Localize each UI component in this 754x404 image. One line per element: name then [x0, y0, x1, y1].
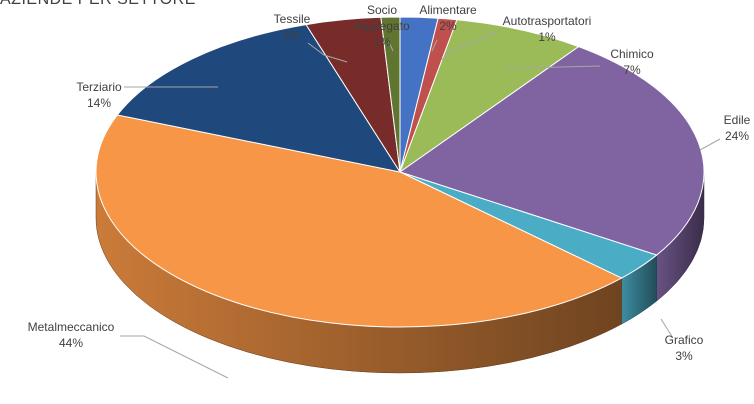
slice-label-socio-aggregato: Socio Aggregato 1% [354, 3, 410, 49]
pie-slice-edile [398, 46, 705, 256]
pie-slice-metalmeccanico [95, 114, 623, 328]
chart-title: AZIENDE PER SETTORE [0, 0, 196, 9]
pie-slice-chimico [398, 19, 580, 174]
leader-line-grafico [660, 318, 674, 339]
leader-line-autotrasportatori [441, 31, 498, 61]
leader-line-alimentare [431, 39, 438, 52]
pie-labels: Alimentare 2% Autotrasportatori 1% Chimico 7%… [28, 3, 751, 363]
pie-slice-socio-aggregato [380, 16, 401, 173]
slice-label-edile: Edile 24% [724, 113, 751, 143]
leader-line-tessile [307, 42, 348, 63]
slice-label-chimico: Chimico 7% [610, 47, 654, 77]
slice-label-tessile: Tessile 4% [274, 12, 311, 42]
pie-leader-lines [120, 31, 721, 379]
leader-line-edile [699, 138, 721, 151]
slice-label-grafico: Grafico 3% [665, 333, 704, 363]
slice-label-alimentare: Alimentare 2% [419, 3, 477, 33]
leader-line-socio-aggregato [388, 41, 394, 52]
slice-label-autotrasportatori: Autotrasportatori 1% [503, 14, 592, 44]
slice-label-terziario: Terziario 14% [76, 80, 122, 110]
leader-line-metalmeccanico [120, 335, 229, 379]
pie-top-slices [95, 16, 705, 328]
leader-line-chimico [508, 65, 601, 69]
slice-label-metalmeccanico: Metalmeccanico 44% [28, 320, 115, 350]
